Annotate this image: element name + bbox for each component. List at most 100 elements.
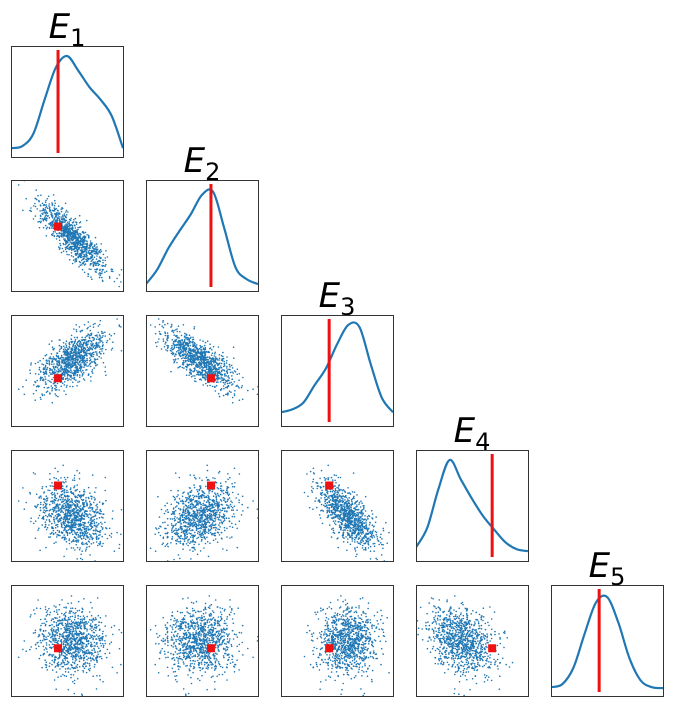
scatter-point [49, 536, 52, 538]
scatter-point [102, 344, 104, 346]
scatter-point [44, 505, 47, 507]
scatter-point [195, 361, 197, 364]
scatter-point [184, 537, 187, 540]
scatter-point [58, 220, 61, 223]
scatter-point [71, 525, 74, 528]
scatter-point [171, 339, 174, 341]
scatter-point [164, 343, 166, 345]
scatter-point [43, 394, 46, 396]
scatter-point [199, 530, 201, 532]
scatter-point [34, 362, 37, 365]
scatter-point [43, 386, 46, 389]
scatter-point [52, 365, 55, 368]
scatter-point [204, 496, 207, 499]
scatter-point [201, 516, 204, 519]
scatter-point [196, 354, 198, 357]
scatter-point [241, 503, 243, 506]
scatter-point [176, 538, 179, 541]
scatter-point [48, 217, 51, 219]
scatter-point [53, 520, 56, 522]
scatter-point [174, 339, 176, 342]
scatter-point [201, 350, 203, 352]
scatter-point [77, 226, 79, 229]
scatter-point [186, 526, 189, 528]
scatter-point [199, 378, 202, 380]
scatter-point [68, 363, 70, 365]
scatter-point [149, 547, 152, 550]
scatter-point [75, 543, 77, 546]
scatter-point [209, 384, 211, 387]
scatter-point [113, 280, 116, 283]
scatter-point [198, 497, 201, 500]
scatter-point [94, 351, 97, 353]
scatter-point [174, 533, 177, 536]
scatter-point [200, 354, 203, 357]
scatter-point [108, 275, 111, 278]
scatter-point [188, 519, 191, 522]
scatter-point [83, 379, 86, 381]
scatter-point [230, 500, 232, 502]
scatter-point [204, 511, 207, 514]
scatter-point [60, 346, 63, 348]
scatter-point [224, 381, 227, 384]
scatter-point [52, 356, 55, 358]
scatter-point [34, 537, 37, 539]
scatter-point [63, 536, 65, 539]
scatter-point [201, 534, 203, 536]
scatter-point [57, 470, 59, 473]
scatter-point [90, 524, 92, 526]
scatter-point [177, 347, 180, 350]
scatter-point [51, 388, 53, 390]
scatter-point [89, 325, 91, 328]
scatter-point [72, 385, 74, 388]
scatter-point [65, 214, 68, 216]
scatter-point [104, 335, 106, 337]
scatter-point [78, 343, 81, 345]
scatter-point [195, 353, 198, 355]
scatter-point [44, 514, 47, 517]
scatter-point [202, 367, 204, 369]
scatter-point [81, 268, 84, 271]
scatter-point [206, 496, 208, 499]
scatter-point [191, 519, 193, 521]
scatter-point [66, 357, 68, 360]
scatter-point [206, 469, 209, 472]
panel-frame [146, 315, 259, 427]
scatter-point [182, 354, 185, 357]
scatter-point [95, 538, 98, 540]
scatter-point [58, 507, 60, 509]
scatter-point [70, 369, 72, 372]
scatter-point [210, 359, 212, 362]
scatter-point [86, 532, 89, 534]
scatter-point [83, 239, 85, 241]
scatter-point [211, 505, 214, 508]
scatter-point [73, 342, 76, 345]
scatter-point [78, 501, 80, 504]
scatter-point [179, 365, 182, 368]
scatter-point [223, 526, 226, 529]
scatter-point [198, 347, 201, 350]
scatter-point [58, 236, 61, 239]
scatter-point [77, 369, 80, 372]
scatter-point [60, 522, 62, 524]
scatter-point [85, 258, 87, 261]
scatter-point [80, 365, 82, 367]
scatter-point [222, 381, 225, 384]
scatter-point [63, 384, 66, 386]
scatter-point [208, 508, 211, 510]
scatter-point [63, 524, 66, 527]
scatter-point [160, 508, 163, 511]
scatter-point [89, 240, 92, 242]
scatter-point [218, 377, 220, 379]
scatter-point [190, 373, 192, 376]
scatter-point [174, 506, 177, 508]
scatter-point [66, 534, 69, 537]
scatter-point [227, 498, 229, 501]
scatter-point [58, 350, 61, 353]
scatter-point [235, 497, 237, 499]
scatter-point [186, 517, 188, 519]
scatter-point [118, 285, 120, 288]
scatter-point [172, 351, 174, 354]
scatter-point [17, 500, 20, 502]
